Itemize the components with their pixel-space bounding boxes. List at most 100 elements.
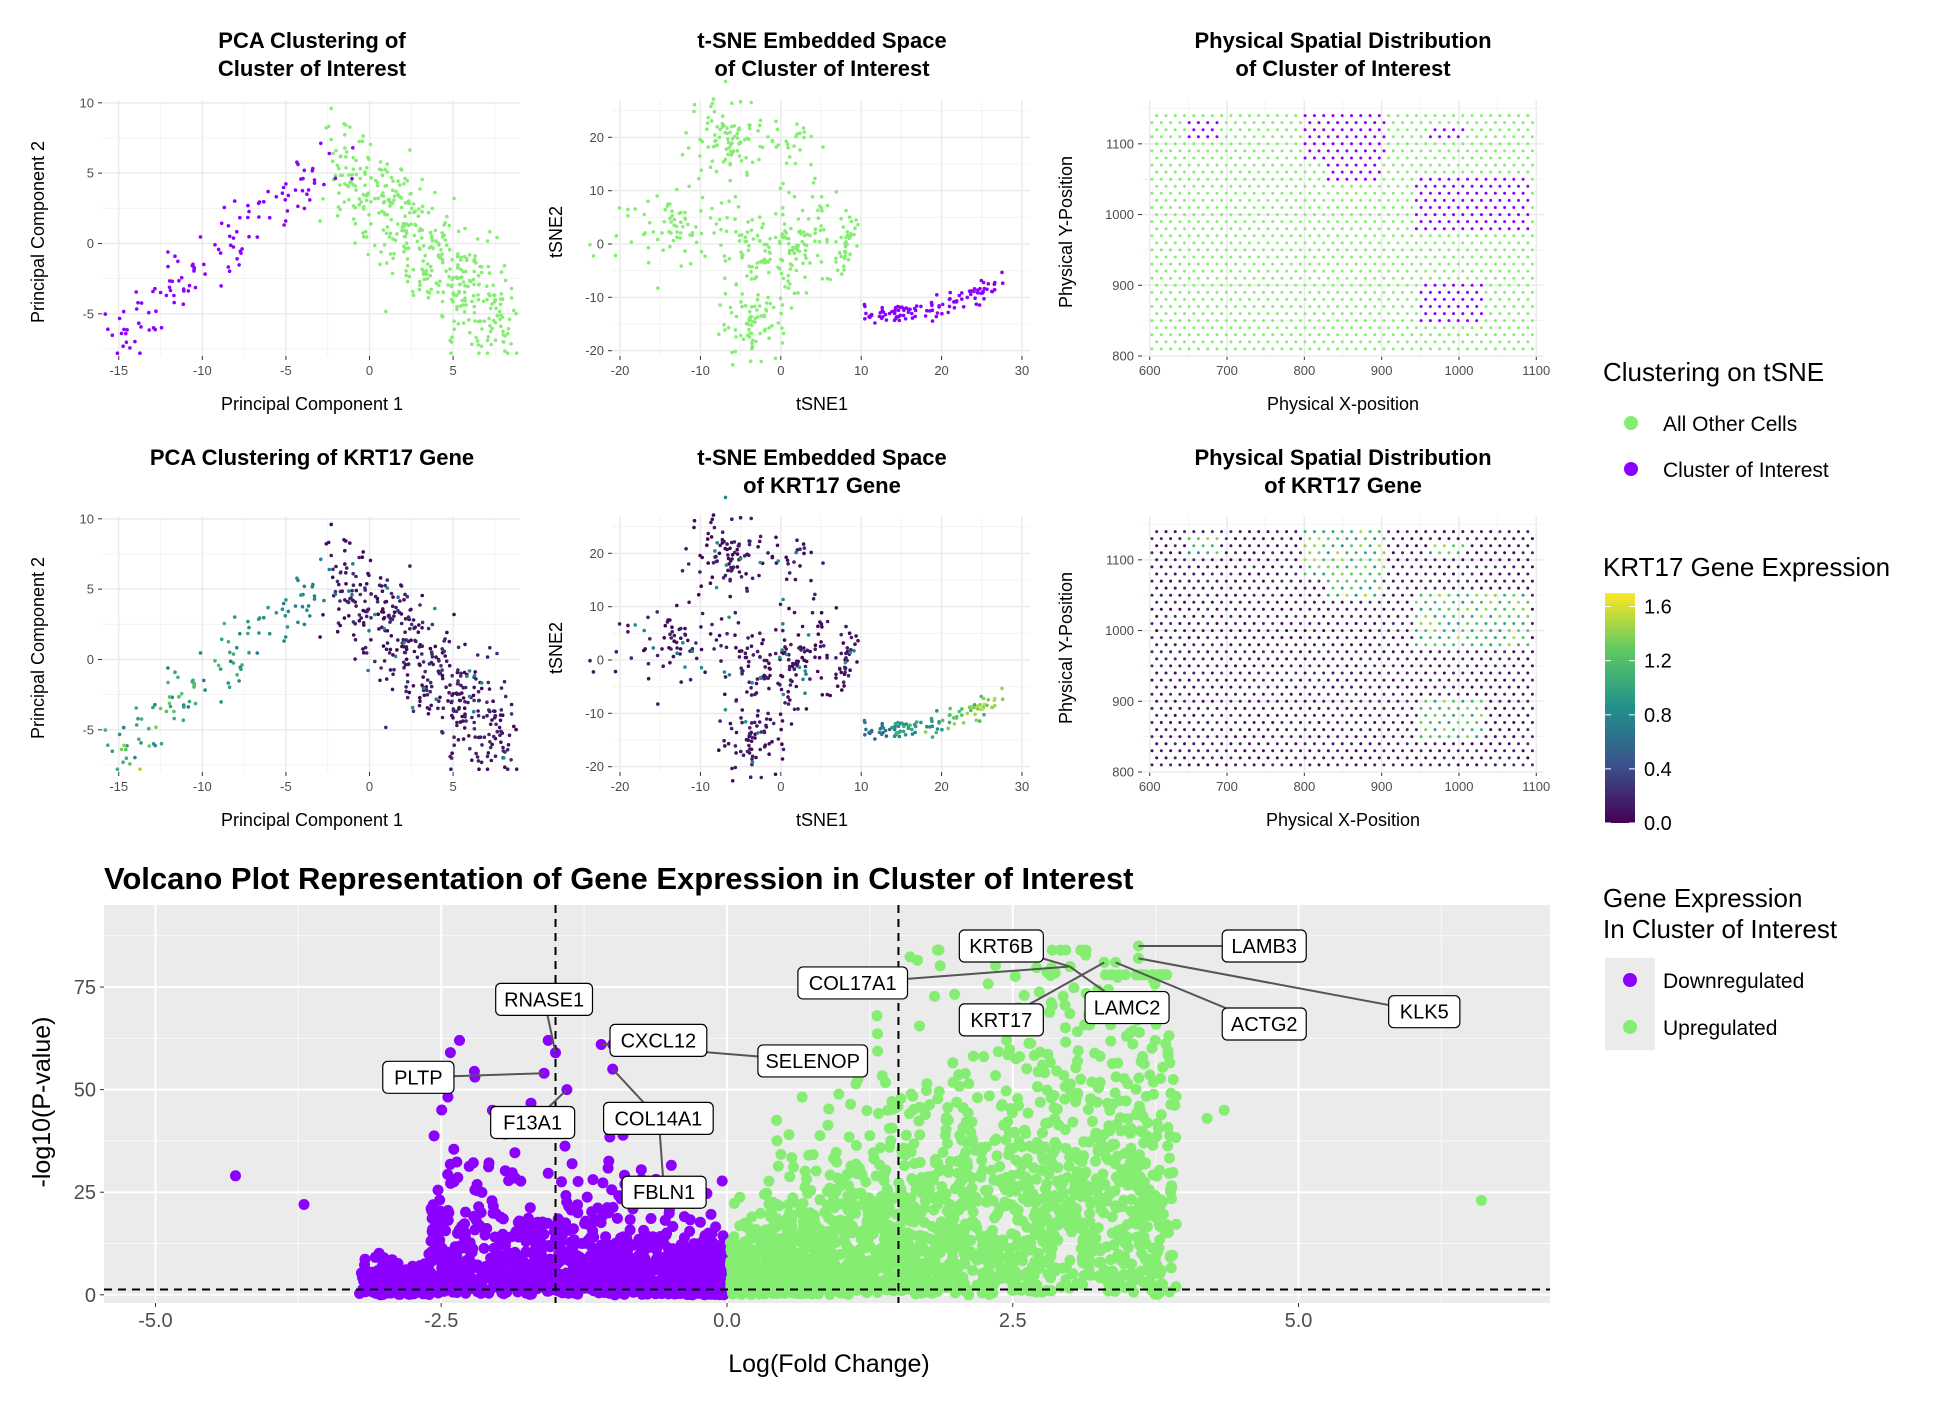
point-other-cell xyxy=(343,146,347,150)
point-other-cell xyxy=(446,699,450,703)
point-other-cell xyxy=(1239,573,1242,576)
point-other-cell xyxy=(1401,735,1404,738)
point-cluster-of-interest xyxy=(863,303,867,307)
point-other-cell xyxy=(474,336,478,340)
point-other-cell xyxy=(1350,601,1353,604)
point-other-cell xyxy=(1183,213,1186,216)
point-other-cell xyxy=(1415,657,1418,660)
point-other-cell xyxy=(1169,135,1172,138)
point-other-cell xyxy=(1253,248,1256,251)
point-other-cell xyxy=(1378,629,1381,632)
point-cluster-of-interest xyxy=(1322,142,1325,145)
point-other-cell xyxy=(1350,213,1353,216)
point-other-cell xyxy=(1262,622,1265,625)
point-other-cell xyxy=(1503,565,1506,568)
point-other-cell xyxy=(791,662,795,666)
point-other-cell xyxy=(1429,580,1432,583)
point-cluster-of-interest xyxy=(1420,319,1423,322)
point-other-cell xyxy=(618,622,622,626)
point-cluster-of-interest xyxy=(1457,220,1460,223)
point-other-cell xyxy=(1401,248,1404,251)
point-other-cell xyxy=(1410,248,1413,251)
point-other-cell xyxy=(1216,650,1219,653)
point-other-cell xyxy=(361,134,365,138)
point-cluster-of-interest xyxy=(268,216,272,220)
point-other-cell xyxy=(1234,333,1237,336)
point-cluster-of-interest xyxy=(907,310,911,314)
point-other-cell xyxy=(1192,157,1195,160)
point-cluster-of-interest xyxy=(880,722,884,726)
point-other-cell xyxy=(355,173,359,177)
point-other-cell xyxy=(1262,580,1265,583)
point-other-cell xyxy=(1466,234,1469,237)
point-other-cell xyxy=(1169,749,1172,752)
point-other-cell xyxy=(1526,742,1529,745)
point-other-cell xyxy=(647,246,651,250)
point-other-cell xyxy=(1396,213,1399,216)
point-other-cell xyxy=(444,269,448,273)
point-other-cell xyxy=(1494,149,1497,152)
y-tick-label: 1000 xyxy=(1105,207,1134,222)
point-other-cell xyxy=(1517,587,1520,590)
point-other-cell xyxy=(1526,256,1529,259)
point-other-cell xyxy=(745,656,749,660)
point-other-cell xyxy=(1392,580,1395,583)
point-other-cell xyxy=(1364,749,1367,752)
point-other-cell xyxy=(1420,121,1423,124)
point-other-cell xyxy=(1294,742,1297,745)
point-other-cell xyxy=(408,211,412,215)
point-cluster-of-interest xyxy=(287,194,291,198)
point-other-cell xyxy=(1253,679,1256,682)
point-other-cell xyxy=(339,571,343,575)
point-other-cell xyxy=(1396,326,1399,329)
point-other-cell xyxy=(1220,587,1223,590)
point-other-cell xyxy=(1457,679,1460,682)
point-cluster-of-interest xyxy=(911,732,915,736)
point-cluster-of-interest xyxy=(199,651,203,655)
point-other-cell xyxy=(1345,735,1348,738)
point-other-cell xyxy=(1178,749,1181,752)
point-other-cell xyxy=(1285,686,1288,689)
point-other-cell xyxy=(1206,178,1209,181)
point-other-cell xyxy=(1174,270,1177,273)
x-tick-label: 1100 xyxy=(1522,779,1550,794)
point-other-cell xyxy=(764,308,768,312)
point-other-cell xyxy=(1392,149,1395,152)
point-other-cell xyxy=(1294,128,1297,131)
point-cluster-of-interest xyxy=(1364,164,1367,167)
point-other-cell xyxy=(461,303,465,307)
point-other-cell xyxy=(1229,241,1232,244)
point-cluster-of-interest xyxy=(1466,305,1469,308)
point-other-cell xyxy=(510,712,514,716)
point-other-cell xyxy=(1438,164,1441,167)
point-other-cell xyxy=(1280,594,1283,597)
point-other-cell xyxy=(1447,149,1450,152)
point-other-cell xyxy=(436,707,440,711)
point-other-cell xyxy=(1392,291,1395,294)
point-cluster-of-interest xyxy=(1355,135,1358,138)
point-other-cell xyxy=(786,562,790,566)
point-other-cell xyxy=(1285,742,1288,745)
point-other-cell xyxy=(456,668,460,672)
point-other-cell xyxy=(1503,135,1506,138)
point-other-cell xyxy=(1420,333,1423,336)
point-other-cell xyxy=(1253,277,1256,280)
point-other-cell xyxy=(1336,608,1339,611)
point-other-cell xyxy=(1522,580,1525,583)
point-other-cell xyxy=(1396,298,1399,301)
point-other-cell xyxy=(445,659,449,663)
point-other-cell xyxy=(1494,664,1497,667)
point-other-cell xyxy=(400,206,404,210)
point-cluster-of-interest xyxy=(1508,185,1511,188)
point-other-cell xyxy=(1197,580,1200,583)
point-other-cell xyxy=(1350,298,1353,301)
point-other-cell xyxy=(1239,742,1242,745)
point-other-cell xyxy=(753,721,757,725)
point-other-cell xyxy=(683,249,687,253)
point-other-cell xyxy=(1299,263,1302,266)
point-other-cell xyxy=(1401,206,1404,209)
point-other-cell xyxy=(1155,714,1158,717)
point-other-cell xyxy=(1341,340,1344,343)
point-other-cell xyxy=(344,155,348,159)
point-other-cell xyxy=(1183,544,1186,547)
